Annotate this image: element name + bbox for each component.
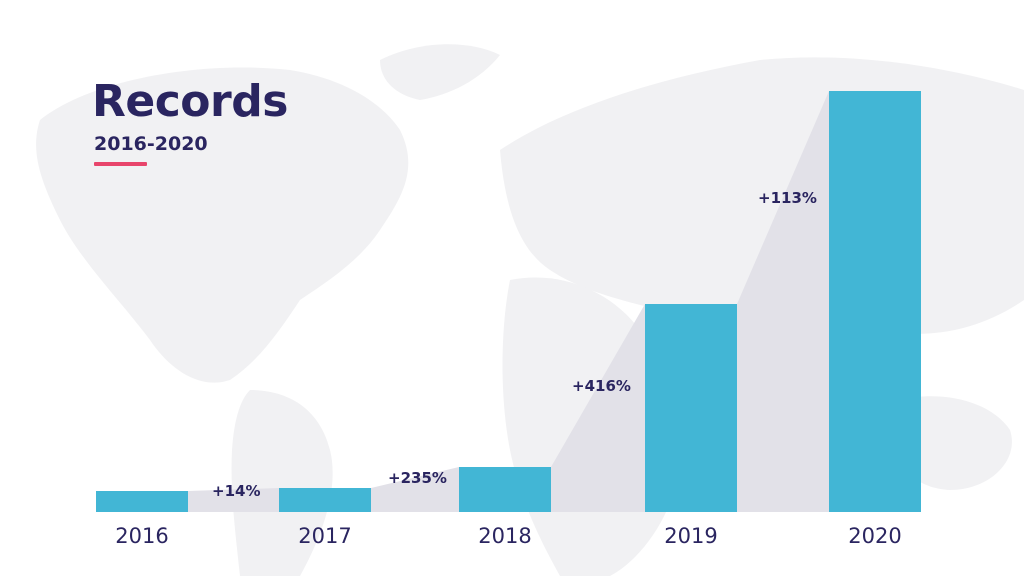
growth-connector	[737, 91, 829, 512]
growth-connector	[551, 304, 645, 512]
growth-connector	[371, 467, 459, 512]
growth-label: +113%	[758, 189, 817, 207]
growth-label: +416%	[572, 377, 631, 395]
x-axis-label: 2016	[115, 524, 169, 548]
bar-2019	[645, 304, 737, 512]
x-axis-label: 2017	[298, 524, 352, 548]
bar-2020	[829, 91, 921, 512]
subtitle-underline-accent	[94, 162, 147, 166]
x-axis-label: 2019	[664, 524, 718, 548]
bar-2016	[96, 491, 188, 512]
bar-2017	[279, 488, 371, 512]
x-axis-label: 2018	[478, 524, 532, 548]
chart-subtitle: 2016-2020	[94, 133, 208, 155]
bar-2018	[459, 467, 551, 512]
x-axis-label: 2020	[848, 524, 902, 548]
growth-connector	[188, 488, 279, 512]
chart-title: Records	[92, 76, 288, 127]
growth-label: +14%	[212, 482, 261, 500]
growth-label: +235%	[388, 469, 447, 487]
